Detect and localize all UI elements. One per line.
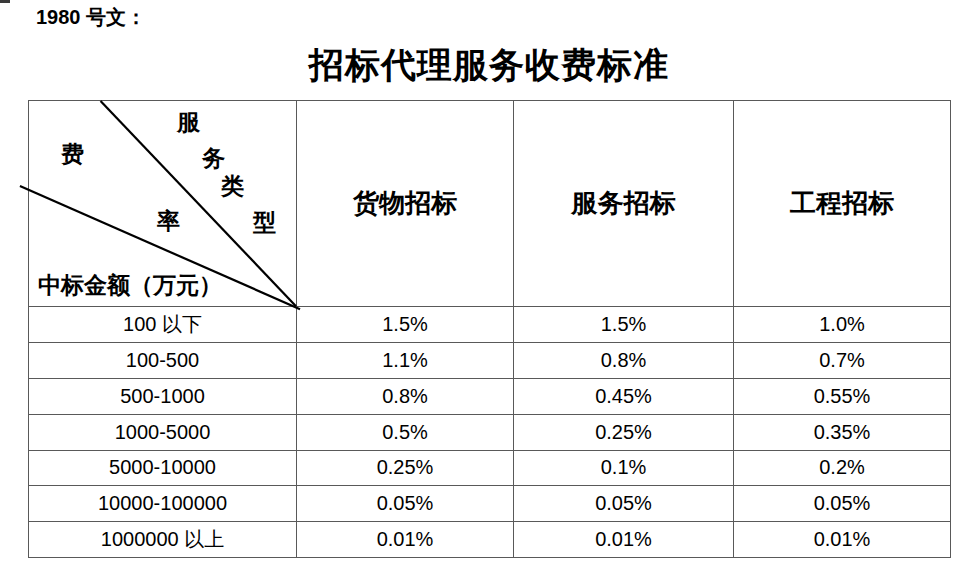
rate-cell: 0.05% — [514, 486, 734, 522]
screen-edge-artifact — [0, 0, 10, 3]
corner-char-service-4: 型 — [253, 211, 276, 234]
table-row: 10000-100000 0.05% 0.05% 0.05% — [29, 486, 951, 522]
rate-cell: 0.7% — [734, 343, 951, 379]
rate-cell: 0.01% — [514, 522, 734, 558]
rate-cell: 0.1% — [514, 450, 734, 486]
fee-standard-table: 服 务 类 型 费 率 中标金额（万元） 货物招标 服务招标 工程招标 100 … — [28, 100, 951, 558]
rate-cell: 0.5% — [297, 414, 514, 450]
rate-cell: 0.45% — [514, 378, 734, 414]
table-header-row: 服 务 类 型 费 率 中标金额（万元） 货物招标 服务招标 工程招标 — [29, 101, 951, 307]
rate-cell: 0.05% — [734, 486, 951, 522]
column-header-service: 服务招标 — [514, 101, 734, 307]
rate-cell: 0.2% — [734, 450, 951, 486]
rate-cell: 0.8% — [297, 378, 514, 414]
rate-cell: 1.0% — [734, 307, 951, 343]
column-header-goods: 货物招标 — [297, 101, 514, 307]
document-number-label: 1980 号文： — [36, 4, 146, 31]
rate-cell: 0.01% — [297, 522, 514, 558]
row-label: 1000000 以上 — [29, 522, 297, 558]
row-label: 5000-10000 — [29, 450, 297, 486]
table-row: 1000-5000 0.5% 0.25% 0.35% — [29, 414, 951, 450]
row-label: 1000-5000 — [29, 414, 297, 450]
amount-axis-label: 中标金额（万元） — [38, 270, 222, 301]
rate-cell: 0.35% — [734, 414, 951, 450]
rate-cell: 0.55% — [734, 378, 951, 414]
corner-char-rate-2: 率 — [157, 210, 180, 233]
rate-cell: 1.5% — [297, 307, 514, 343]
corner-char-service-3: 类 — [221, 175, 244, 198]
row-label: 100 以下 — [29, 307, 297, 343]
column-header-engineering: 工程招标 — [734, 101, 951, 307]
corner-char-service-2: 务 — [202, 147, 225, 170]
rate-cell: 0.8% — [514, 343, 734, 379]
rate-cell: 0.25% — [514, 414, 734, 450]
table-row: 100 以下 1.5% 1.5% 1.0% — [29, 307, 951, 343]
page-title: 招标代理服务收费标准 — [28, 42, 950, 89]
table-row: 100-500 1.1% 0.8% 0.7% — [29, 343, 951, 379]
corner-char-rate-1: 费 — [61, 143, 84, 166]
rate-cell: 0.25% — [297, 450, 514, 486]
rate-cell: 0.01% — [734, 522, 951, 558]
rate-cell: 1.5% — [514, 307, 734, 343]
rate-cell: 1.1% — [297, 343, 514, 379]
row-label: 10000-100000 — [29, 486, 297, 522]
corner-char-service-1: 服 — [177, 111, 200, 134]
row-label: 500-1000 — [29, 378, 297, 414]
rate-cell: 0.05% — [297, 486, 514, 522]
table-row: 1000000 以上 0.01% 0.01% 0.01% — [29, 522, 951, 558]
row-label: 100-500 — [29, 343, 297, 379]
table-row: 500-1000 0.8% 0.45% 0.55% — [29, 378, 951, 414]
table-row: 5000-10000 0.25% 0.1% 0.2% — [29, 450, 951, 486]
diagonal-corner-cell: 服 务 类 型 费 率 中标金额（万元） — [29, 101, 297, 307]
